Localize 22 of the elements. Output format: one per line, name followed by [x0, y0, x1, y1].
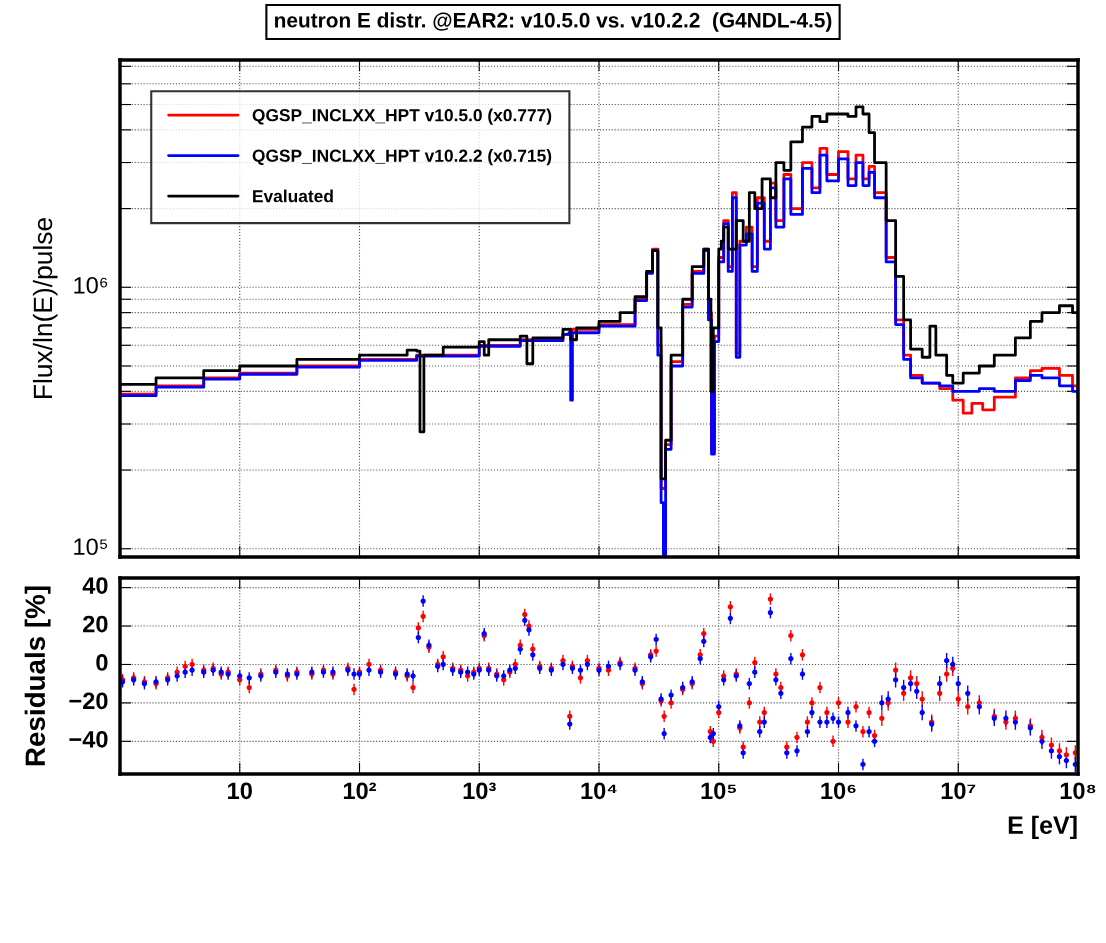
x-tick-label: 10⁴ [581, 782, 617, 800]
chart-title: neutron E distr. @EAR2: v10.5.0 vs. v10.2.2 (G4NDL-4.5) [275, 12, 832, 32]
y-tick-label: −20 [69, 692, 108, 710]
y-tick-label: 10⁶ [74, 276, 108, 294]
y-axis-title: Flux/ln(E)/pulse [32, 218, 58, 398]
x-tick-label: 10³ [463, 782, 496, 800]
legend-label: QGSP_INCLXX_HPT v10.5.0 (x0.777) [252, 108, 552, 125]
x-tick-label: 10⁵ [701, 782, 736, 800]
x-tick-label: 10⁷ [941, 782, 976, 800]
y-tick-label: 10⁵ [74, 538, 108, 556]
y-tick-label: 40 [82, 577, 108, 594]
y-tick-label: −40 [69, 730, 108, 748]
y-tick-label: 0 [96, 654, 108, 671]
x-tick-label: 10⁶ [821, 782, 856, 800]
x-axis-title: E [eV] [1008, 815, 1077, 839]
legend-label: Evaluated [253, 189, 333, 203]
x-tick-label: 10² [343, 782, 377, 800]
y-axis-title: Residuals [%] [24, 586, 51, 766]
legend-label: QGSP_INCLXX_HPT v10.2.2 (x0.715) [252, 149, 552, 166]
y-tick-label: 20 [83, 615, 108, 633]
x-tick-label: 10⁸ [1060, 782, 1096, 800]
x-tick-label: 10 [228, 782, 252, 800]
